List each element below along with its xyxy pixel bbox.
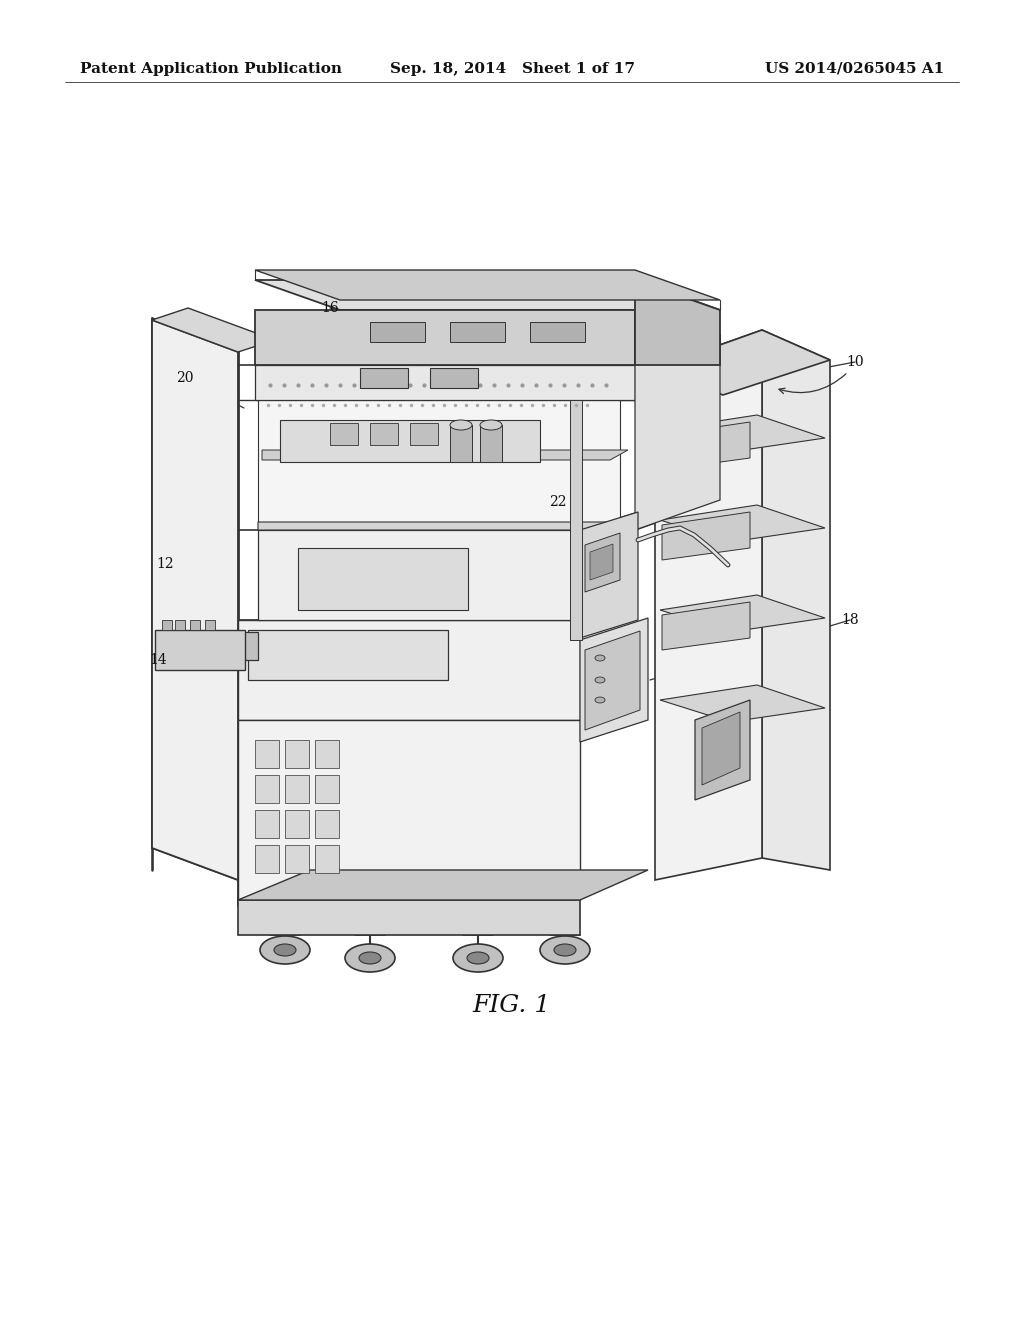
Polygon shape — [285, 810, 309, 838]
Polygon shape — [660, 506, 825, 543]
Polygon shape — [370, 422, 398, 445]
Polygon shape — [330, 422, 358, 445]
Polygon shape — [450, 322, 505, 342]
Polygon shape — [258, 400, 620, 531]
Polygon shape — [238, 719, 580, 900]
Polygon shape — [370, 322, 425, 342]
Ellipse shape — [595, 677, 605, 682]
Text: FIG. 1: FIG. 1 — [473, 994, 551, 1016]
Text: 24: 24 — [423, 474, 437, 484]
Polygon shape — [255, 845, 279, 873]
Polygon shape — [255, 280, 720, 310]
Polygon shape — [660, 595, 825, 632]
Polygon shape — [315, 845, 339, 873]
Polygon shape — [255, 775, 279, 803]
Polygon shape — [655, 330, 830, 395]
Polygon shape — [662, 512, 750, 560]
Polygon shape — [248, 630, 449, 680]
Polygon shape — [360, 368, 408, 388]
Text: 24: 24 — [313, 474, 327, 484]
Ellipse shape — [345, 944, 395, 972]
Ellipse shape — [260, 936, 310, 964]
Polygon shape — [238, 632, 258, 660]
Polygon shape — [430, 368, 478, 388]
Text: 20: 20 — [176, 371, 194, 385]
Ellipse shape — [554, 944, 575, 956]
Polygon shape — [660, 414, 825, 451]
Polygon shape — [315, 775, 339, 803]
Ellipse shape — [450, 420, 472, 430]
Polygon shape — [315, 810, 339, 838]
Polygon shape — [152, 319, 238, 880]
Text: 10: 10 — [846, 355, 864, 370]
Polygon shape — [590, 544, 613, 579]
Polygon shape — [238, 870, 648, 900]
Text: 16: 16 — [322, 301, 339, 315]
Ellipse shape — [467, 952, 489, 964]
Ellipse shape — [480, 420, 502, 430]
Polygon shape — [255, 310, 635, 366]
Polygon shape — [660, 685, 825, 722]
Polygon shape — [285, 741, 309, 768]
Ellipse shape — [274, 944, 296, 956]
Polygon shape — [762, 330, 830, 870]
Text: US 2014/0265045 A1: US 2014/0265045 A1 — [765, 62, 944, 77]
Polygon shape — [662, 422, 750, 470]
Polygon shape — [450, 425, 472, 462]
Polygon shape — [480, 425, 502, 462]
Polygon shape — [635, 335, 720, 531]
Polygon shape — [205, 620, 215, 630]
Polygon shape — [255, 741, 279, 768]
Polygon shape — [175, 620, 185, 630]
Polygon shape — [315, 741, 339, 768]
Polygon shape — [280, 420, 540, 462]
Polygon shape — [255, 366, 635, 400]
Polygon shape — [662, 602, 750, 649]
Polygon shape — [285, 845, 309, 873]
Polygon shape — [702, 711, 740, 785]
Polygon shape — [585, 533, 620, 591]
Polygon shape — [580, 512, 638, 638]
Ellipse shape — [595, 655, 605, 661]
Polygon shape — [255, 271, 720, 300]
Polygon shape — [238, 900, 580, 935]
Ellipse shape — [453, 944, 503, 972]
Text: 14: 14 — [150, 653, 167, 667]
Polygon shape — [580, 618, 648, 742]
Ellipse shape — [540, 936, 590, 964]
Ellipse shape — [359, 952, 381, 964]
Polygon shape — [570, 400, 582, 640]
Polygon shape — [285, 775, 309, 803]
Polygon shape — [155, 630, 245, 671]
Polygon shape — [258, 531, 580, 620]
Polygon shape — [655, 330, 762, 880]
Polygon shape — [190, 620, 200, 630]
Polygon shape — [585, 631, 640, 730]
Polygon shape — [530, 322, 585, 342]
Text: 22: 22 — [549, 495, 566, 510]
Polygon shape — [262, 450, 628, 459]
Polygon shape — [152, 308, 275, 352]
Ellipse shape — [595, 697, 605, 704]
Polygon shape — [238, 620, 580, 719]
Polygon shape — [635, 280, 720, 366]
Polygon shape — [258, 521, 638, 531]
Text: 18: 18 — [841, 612, 859, 627]
Text: 12: 12 — [157, 557, 174, 572]
Polygon shape — [162, 620, 172, 630]
Polygon shape — [255, 810, 279, 838]
Polygon shape — [298, 548, 468, 610]
Text: Sep. 18, 2014   Sheet 1 of 17: Sep. 18, 2014 Sheet 1 of 17 — [389, 62, 635, 77]
Polygon shape — [695, 700, 750, 800]
Polygon shape — [410, 422, 438, 445]
Text: Patent Application Publication: Patent Application Publication — [80, 62, 342, 77]
